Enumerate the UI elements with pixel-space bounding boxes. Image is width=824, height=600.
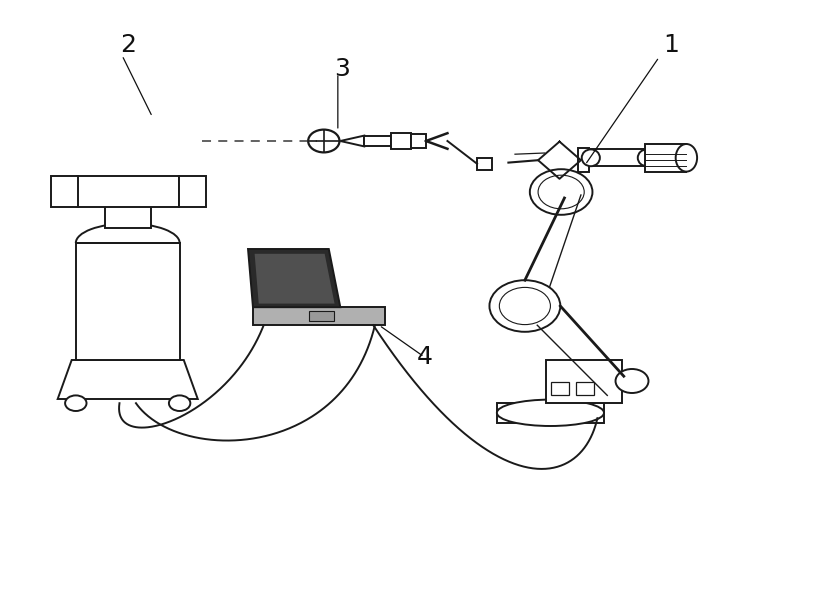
Circle shape: [616, 369, 648, 393]
Text: 1: 1: [663, 33, 680, 57]
Ellipse shape: [497, 400, 604, 426]
Bar: [576, 382, 594, 395]
Bar: [76, 243, 180, 360]
Polygon shape: [255, 254, 335, 304]
Circle shape: [489, 280, 560, 332]
Text: 4: 4: [416, 345, 433, 369]
Bar: [51, 176, 78, 207]
Ellipse shape: [676, 144, 697, 172]
Text: 2: 2: [119, 33, 136, 57]
Bar: [391, 133, 411, 149]
Bar: [645, 144, 686, 172]
Bar: [411, 134, 426, 148]
Text: 3: 3: [334, 57, 350, 81]
Polygon shape: [253, 307, 385, 325]
Bar: [546, 360, 622, 403]
Bar: [591, 149, 647, 166]
Bar: [578, 148, 589, 172]
Circle shape: [169, 395, 190, 411]
Circle shape: [308, 130, 339, 152]
Bar: [179, 176, 206, 207]
Bar: [364, 136, 391, 146]
Ellipse shape: [638, 149, 656, 166]
Polygon shape: [58, 360, 198, 399]
Bar: [309, 311, 334, 321]
Circle shape: [538, 175, 584, 209]
Bar: [77, 176, 179, 207]
Bar: [105, 203, 151, 228]
Circle shape: [499, 287, 550, 325]
Bar: [551, 382, 569, 395]
Polygon shape: [248, 249, 340, 307]
Polygon shape: [340, 136, 364, 146]
Circle shape: [530, 169, 592, 215]
Bar: [477, 158, 492, 170]
Circle shape: [65, 395, 87, 411]
Bar: [497, 403, 604, 423]
Ellipse shape: [582, 149, 600, 166]
